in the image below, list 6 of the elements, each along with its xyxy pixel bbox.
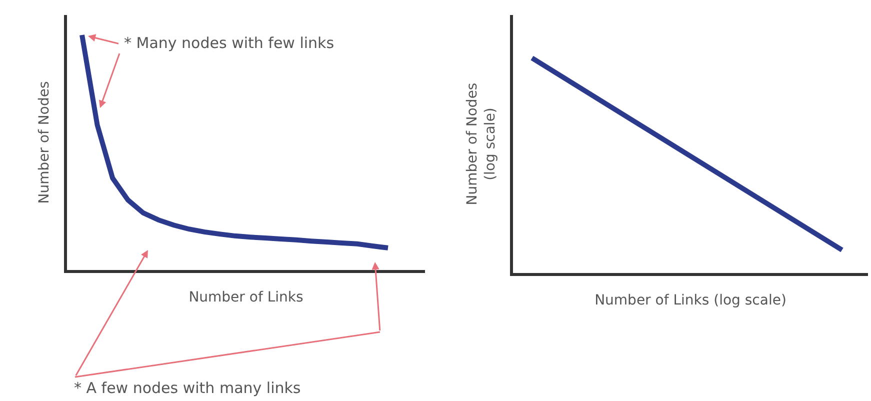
annotation: * Many nodes with few links (124, 34, 334, 52)
x-axis-title: Number of Links (188, 290, 304, 306)
y-axis-title: Number of Nodes (36, 81, 53, 204)
x-axis-title: Number of Links (log scale) (594, 292, 786, 309)
y-axis-title: Number of Nodes (log scale) (464, 82, 499, 206)
text: * A few nodes with many links (74, 379, 301, 397)
